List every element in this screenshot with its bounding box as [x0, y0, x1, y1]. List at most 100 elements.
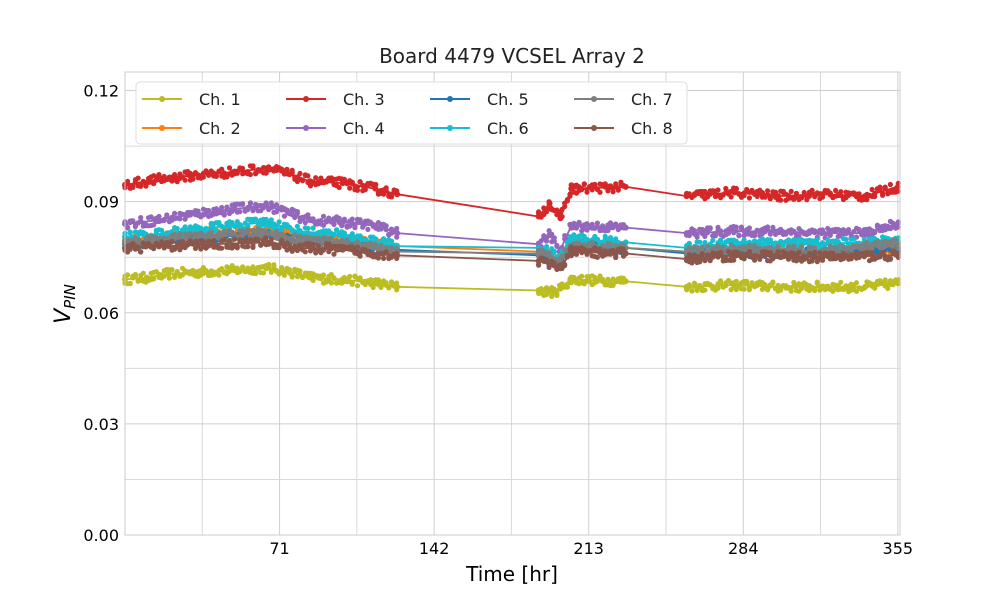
- data-point: [546, 250, 552, 256]
- data-point: [594, 220, 601, 226]
- legend-box: [135, 81, 688, 145]
- data-point: [307, 178, 314, 185]
- legend-marker: [303, 96, 309, 102]
- data-point: [378, 244, 384, 250]
- data-point: [767, 249, 773, 256]
- data-point: [187, 211, 194, 218]
- data-point: [731, 252, 738, 259]
- data-point: [818, 191, 825, 198]
- data-point: [156, 244, 162, 250]
- legend-label: Ch. 5: [487, 90, 529, 109]
- data-point: [328, 280, 334, 286]
- data-point: [284, 166, 290, 172]
- y-tick-label: 0.00: [83, 526, 119, 545]
- data-point: [216, 220, 222, 226]
- data-point: [894, 280, 901, 287]
- data-point: [383, 280, 389, 286]
- data-point: [827, 232, 833, 238]
- data-point: [347, 185, 353, 191]
- data-point: [694, 234, 700, 240]
- data-point: [791, 279, 797, 286]
- data-point: [375, 255, 381, 261]
- data-point: [535, 250, 542, 257]
- data-point: [292, 214, 298, 220]
- data-point: [200, 239, 206, 245]
- data-point: [718, 250, 724, 256]
- data-point: [683, 230, 690, 237]
- legend-marker: [303, 125, 309, 131]
- data-point: [285, 170, 292, 177]
- data-point: [568, 248, 575, 255]
- data-point: [320, 213, 327, 219]
- data-point: [818, 230, 825, 237]
- data-point: [352, 224, 358, 230]
- legend-marker: [591, 96, 597, 102]
- data-point: [806, 250, 813, 256]
- data-point: [702, 233, 708, 239]
- y-axis-label-subscript: PIN: [61, 284, 79, 309]
- legend-label: Ch. 7: [631, 90, 673, 109]
- data-point: [349, 216, 355, 222]
- data-point: [872, 285, 878, 291]
- data-point: [767, 231, 773, 237]
- data-point: [289, 274, 295, 280]
- data-point: [339, 276, 346, 283]
- data-point: [602, 233, 608, 239]
- data-point: [294, 223, 300, 229]
- data-point: [707, 258, 713, 264]
- y-axis-label: VPIN: [51, 284, 79, 324]
- data-point: [535, 213, 542, 220]
- data-point: [851, 236, 857, 242]
- data-point: [597, 246, 603, 252]
- data-point: [622, 250, 629, 257]
- data-point: [557, 256, 564, 263]
- data-point: [209, 224, 216, 231]
- data-point: [260, 270, 267, 276]
- data-point: [833, 244, 839, 250]
- data-point: [132, 224, 138, 230]
- data-point: [882, 277, 888, 283]
- data-point: [357, 179, 363, 185]
- data-point: [339, 219, 346, 226]
- data-point: [221, 237, 227, 243]
- data-point: [165, 270, 172, 277]
- data-point: [699, 244, 705, 251]
- legend-marker: [591, 125, 597, 131]
- data-point: [683, 283, 690, 290]
- data-point: [172, 274, 178, 280]
- data-point: [862, 193, 869, 200]
- data-point: [882, 186, 888, 192]
- data-point: [294, 209, 300, 215]
- data-point: [297, 170, 303, 177]
- legend-label: Ch. 8: [631, 119, 673, 138]
- data-point: [770, 279, 776, 285]
- data-point: [307, 274, 314, 281]
- data-point: [812, 286, 818, 292]
- data-point: [383, 227, 389, 233]
- data-point: [302, 249, 308, 255]
- data-point: [728, 287, 734, 293]
- data-point: [219, 204, 225, 211]
- data-point: [253, 271, 259, 277]
- data-point: [543, 257, 550, 263]
- data-point: [731, 228, 738, 235]
- data-point: [543, 238, 550, 244]
- data-point: [216, 272, 222, 278]
- data-point: [226, 165, 233, 171]
- data-point: [746, 248, 753, 254]
- data-point: [584, 189, 590, 195]
- data-point: [320, 272, 327, 278]
- legend-marker: [159, 125, 165, 131]
- data-point: [250, 242, 256, 248]
- data-point: [741, 192, 747, 199]
- data-point: [334, 238, 340, 244]
- data-point: [610, 189, 616, 195]
- data-point: [796, 249, 802, 255]
- data-point: [613, 181, 619, 187]
- data-point: [874, 239, 881, 245]
- data-point: [169, 267, 175, 273]
- data-point: [226, 238, 233, 244]
- data-point: [132, 273, 138, 279]
- data-point: [263, 230, 270, 237]
- data-point: [622, 278, 629, 285]
